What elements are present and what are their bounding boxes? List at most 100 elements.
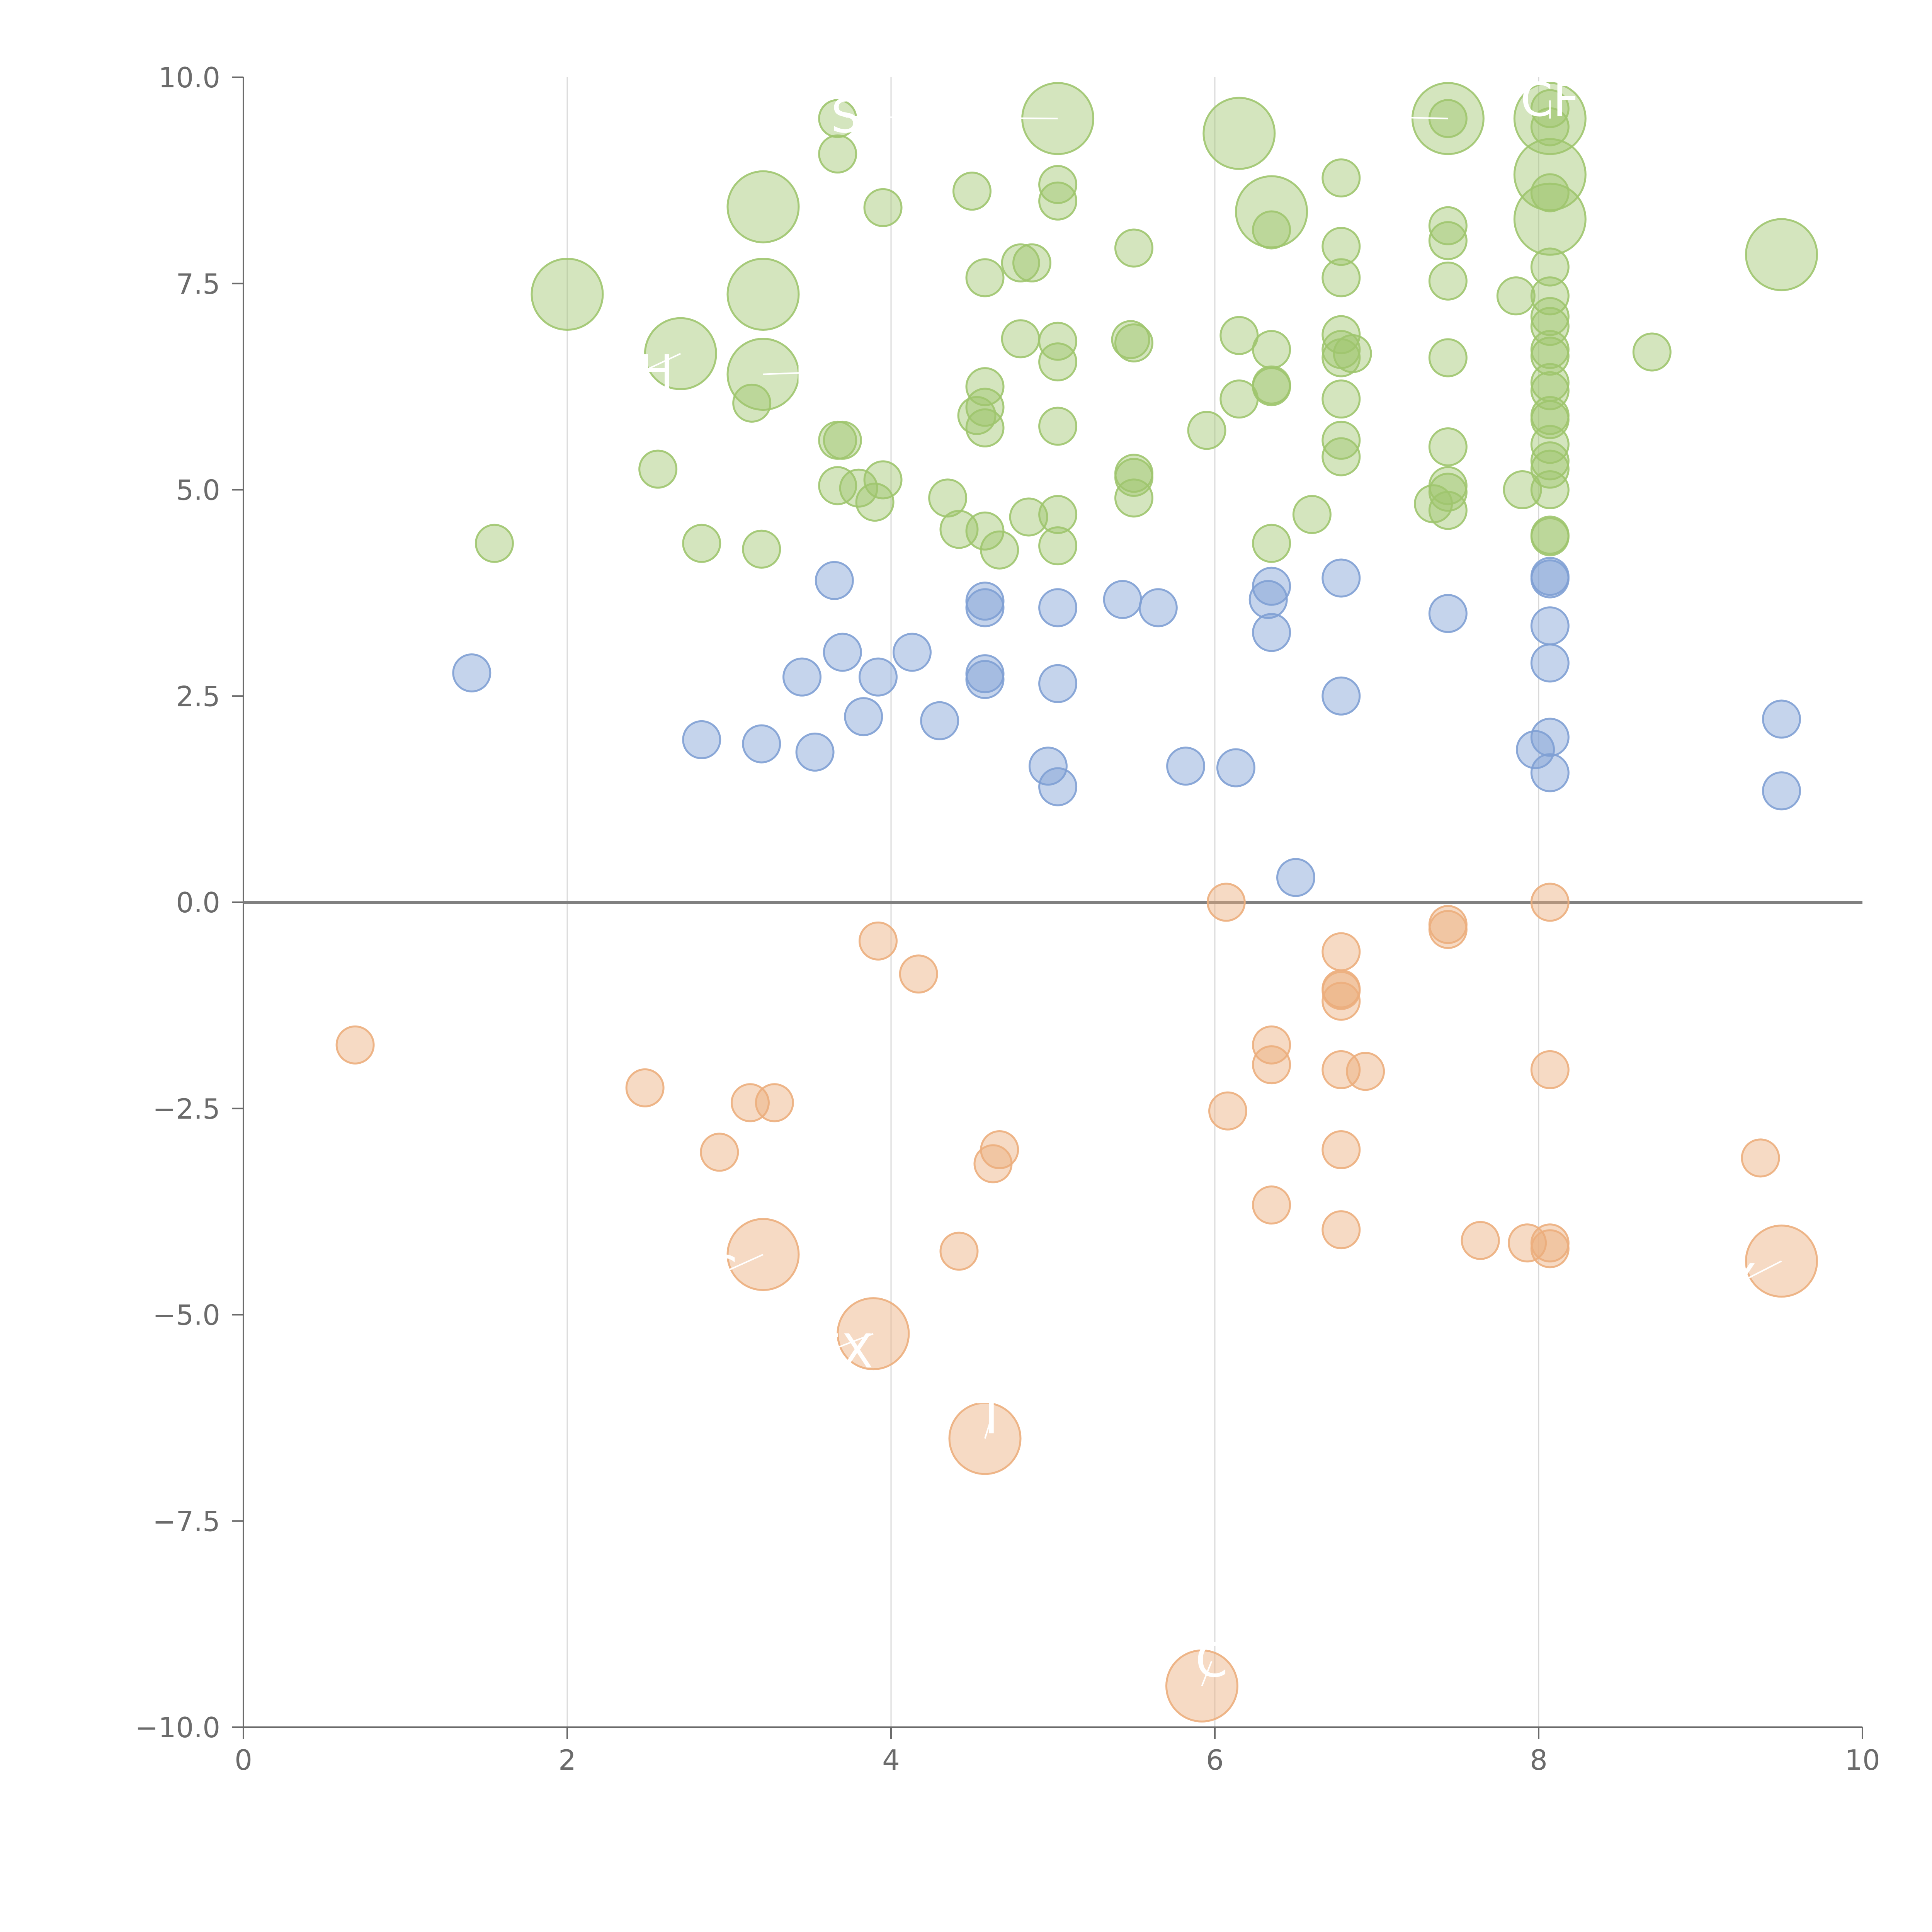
data-point [1530,441,1570,481]
data-point [682,720,721,759]
annotation-label: T [977,1391,1006,1444]
data-point [1461,1221,1500,1260]
data-point [818,134,857,174]
annotations: S R CF CH L C CEX X T C [607,73,1782,1688]
data-point [1530,883,1570,922]
data-points [335,82,1818,1723]
data-point [1208,1091,1248,1131]
data-point [839,468,878,508]
data-point [1428,427,1468,466]
data-point [1114,478,1153,518]
data-point [1202,97,1276,170]
data-point [1219,316,1259,355]
data-point [858,921,898,961]
series-0 [474,82,1818,570]
y-tick-label: 7.5 [176,268,220,300]
data-point [1321,676,1361,716]
y-tick-label: −7.5 [153,1505,220,1537]
x-axis-ticks: 0 2 4 6 8 10 [235,1727,1880,1776]
data-point [892,633,932,672]
data-point [1428,261,1468,301]
data-point [1428,910,1468,949]
data-point [742,724,781,764]
annotation-leader [826,1333,874,1353]
data-point [1321,971,1361,1010]
data-point [700,1133,739,1172]
data-point [1530,718,1570,757]
data-point [1038,767,1078,806]
data-point [1321,258,1361,298]
data-point [1114,457,1153,497]
annotation-leader [1740,1260,1782,1282]
data-point [1745,218,1818,291]
data-point [973,1144,1013,1184]
data-point [1513,182,1587,256]
data-point [1321,437,1361,476]
data-point [1508,1223,1547,1263]
annotation-leader [1376,116,1448,119]
data-point [1321,1130,1361,1169]
data-point [452,653,492,692]
data-point [1321,227,1361,266]
x-tick-label: 6 [1206,1744,1224,1776]
data-point [1009,497,1048,537]
data-point [815,561,854,600]
data-point [531,258,604,331]
data-point [726,170,800,243]
data-point [920,701,959,740]
data-point [1321,315,1361,354]
data-point [335,1025,375,1065]
data-point [855,483,895,522]
data-point [1530,606,1570,646]
data-point [1530,449,1570,489]
data-point [1530,307,1570,346]
data-point [1206,883,1246,922]
y-tick-label: −10.0 [135,1711,220,1744]
data-point [1530,276,1570,316]
data-point [1252,1045,1291,1085]
data-point [965,588,1005,628]
data-point [1252,524,1291,563]
annotation-label: R [1361,90,1393,143]
data-point [1038,321,1078,361]
data-point [682,524,721,563]
data-point [1321,558,1361,598]
data-point [1038,495,1078,534]
data-point [1292,495,1332,534]
data-point [1530,1050,1570,1089]
data-point [1428,594,1468,633]
annotation-label: S [831,90,861,143]
data-point [965,408,1005,447]
data-point [1530,297,1570,336]
data-point [1252,1185,1291,1225]
data-point [1001,319,1040,359]
data-point [1216,748,1255,787]
data-point [818,99,857,138]
data-point [1530,559,1570,599]
data-point [1530,247,1570,287]
data-point [818,466,857,505]
data-point [858,657,898,697]
data-point [1038,664,1078,703]
data-point [863,188,903,227]
data-point [1038,588,1078,628]
data-point [1252,210,1291,250]
data-point [980,530,1019,570]
data-point [1012,243,1052,282]
data-point [726,258,800,331]
x-tick-label: 0 [235,1744,252,1776]
data-point [1503,470,1542,509]
data-point [1038,526,1078,566]
y-tick-label: 10.0 [158,61,220,94]
data-point [1321,158,1361,197]
annotation-label: C [1196,1634,1228,1688]
data-point [795,732,835,772]
data-point [1038,165,1078,204]
data-point [1166,747,1206,786]
data-point [1428,338,1468,378]
data-point [1276,858,1315,897]
annotation-leader [763,372,807,375]
data-point [1632,332,1672,372]
